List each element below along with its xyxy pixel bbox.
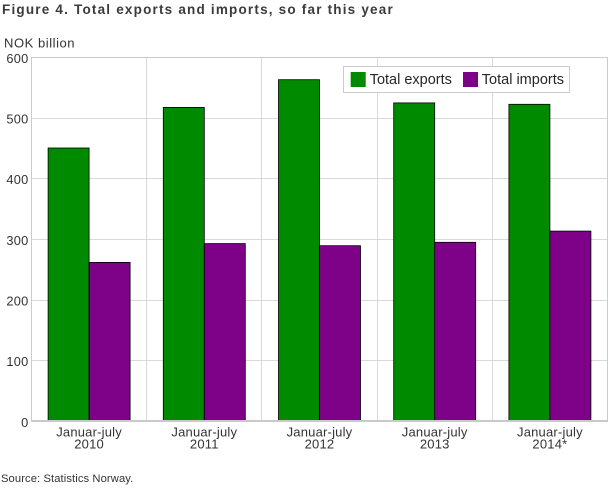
svg-text:0: 0	[21, 415, 28, 430]
svg-text:600: 600	[6, 51, 28, 66]
svg-text:400: 400	[6, 172, 28, 187]
svg-text:Total exports: Total exports	[370, 72, 452, 88]
svg-text:500: 500	[6, 112, 28, 127]
svg-text:Januar-july: Januar-july	[171, 425, 237, 440]
svg-text:2010: 2010	[74, 437, 104, 452]
svg-text:2011: 2011	[190, 437, 219, 452]
svg-text:Figure 4. Total exports and im: Figure 4. Total exports and imports, so …	[2, 2, 394, 17]
svg-text:Total imports: Total imports	[482, 72, 564, 88]
svg-text:NOK billion: NOK billion	[4, 35, 75, 50]
svg-text:Source: Statistics Norway.: Source: Statistics Norway.	[1, 473, 133, 485]
svg-text:2014*: 2014*	[532, 437, 567, 452]
svg-text:Januar-july: Januar-july	[56, 425, 122, 440]
svg-text:Januar-july: Januar-july	[287, 425, 353, 440]
svg-text:2013: 2013	[420, 437, 450, 452]
svg-text:100: 100	[6, 354, 28, 369]
svg-text:300: 300	[6, 233, 28, 248]
svg-text:Januar-july: Januar-july	[402, 425, 468, 440]
svg-text:200: 200	[6, 294, 28, 309]
svg-text:2012: 2012	[305, 437, 335, 452]
svg-text:Januar-july: Januar-july	[517, 425, 583, 440]
